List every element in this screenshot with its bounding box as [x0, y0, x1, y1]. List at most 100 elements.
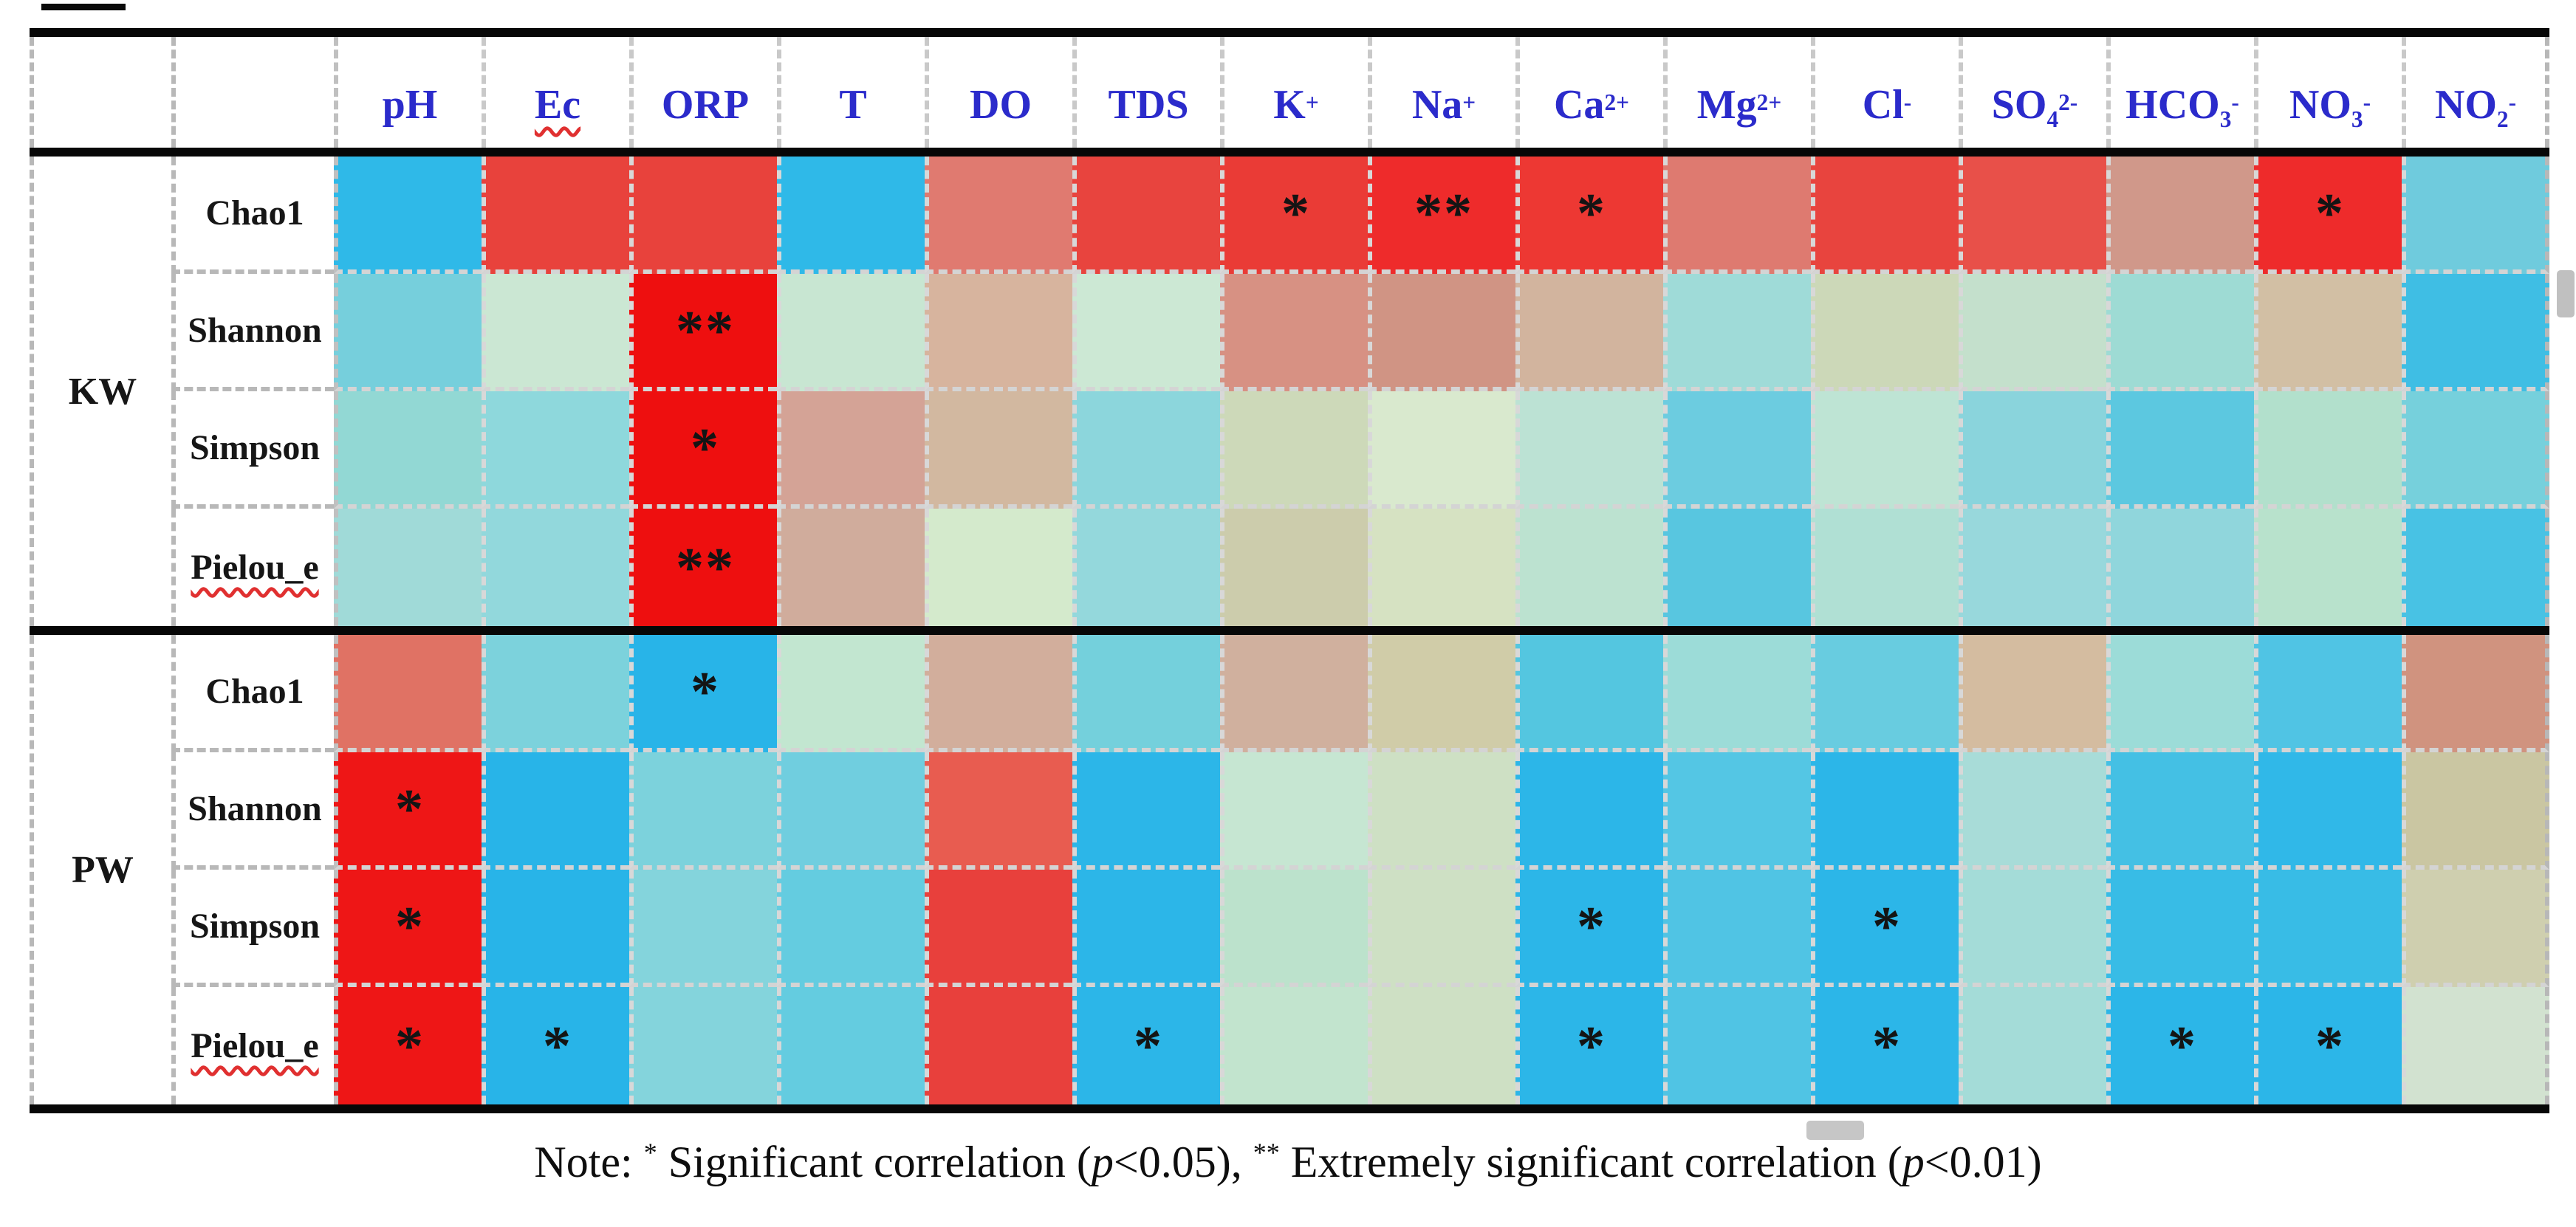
- heatmap-cell-kw-shannon-do: [925, 274, 1072, 391]
- heatmap-table: pH Ec ORP T DO TDS K + Na + Ca 2+ Mg 2+ Cl - SO 4 2- HCO 3- N…: [30, 28, 2549, 1113]
- heatmap-cell-pw-shannon-tds: [1072, 752, 1220, 870]
- significance-marker: *: [1134, 1014, 1163, 1077]
- heatmap-cell-kw-pielou-e-mg: [1663, 509, 1811, 626]
- heatmap-cell-kw-chao1-hco3: [2106, 157, 2254, 274]
- heatmap-cell-kw-simpson-no3: [2254, 391, 2402, 509]
- significance-marker: *: [2315, 182, 2345, 244]
- note-text: Note:: [534, 1138, 644, 1186]
- heatmap-cell-pw-chao1-t: [777, 635, 925, 752]
- heatmap-cell-pw-pielou-e-mg: [1663, 987, 1811, 1104]
- row-label-text: Simpson: [189, 428, 321, 467]
- significance-marker: **: [1414, 182, 1473, 244]
- heatmap-cell-pw-chao1-hco3: [2106, 635, 2254, 752]
- column-header-label: SO: [1991, 82, 2047, 128]
- heatmap-cell-pw-simpson-k: [1220, 870, 1368, 987]
- heatmap-cell-pw-simpson-mg: [1663, 870, 1811, 987]
- heatmap-cell-kw-pielou-e-no3: [2254, 509, 2402, 626]
- heatmap-cell-pw-shannon-no2: [2402, 752, 2549, 870]
- heatmap-cell-kw-chao1-no3: *: [2254, 157, 2402, 274]
- heatmap-cell-kw-shannon-no3: [2254, 274, 2402, 391]
- heatmap-cell-kw-simpson-no2: [2402, 391, 2549, 509]
- heatmap-cell-pw-chao1-ph: [334, 635, 482, 752]
- heatmap-cell-pw-pielou-e-so4: [1959, 987, 2106, 1104]
- row-label-kw-shannon: Shannon: [171, 274, 334, 391]
- column-header-label: Na: [1411, 82, 1463, 128]
- significance-marker: *: [1281, 182, 1311, 244]
- heatmap-cell-kw-pielou-e-t: [777, 509, 925, 626]
- header-separator-line: [30, 148, 2549, 157]
- heatmap-cell-pw-simpson-ph: *: [334, 870, 482, 987]
- heatmap-cell-pw-chao1-no3: [2254, 635, 2402, 752]
- row-label-kw-chao1: Chao1: [171, 157, 334, 274]
- heatmap-cell-kw-simpson-na: [1368, 391, 1515, 509]
- heatmap-cell-kw-pielou-e-orp: **: [629, 509, 777, 626]
- column-header-no2: NO 2-: [2402, 37, 2549, 148]
- column-header-k: K +: [1220, 37, 1368, 148]
- heatmap-cell-pw-pielou-e-tds: *: [1072, 987, 1220, 1104]
- heatmap-cell-pw-simpson-hco3: [2106, 870, 2254, 987]
- heatmap-cell-pw-chao1-so4: [1959, 635, 2106, 752]
- column-header-label: ORP: [661, 82, 750, 128]
- heatmap-cell-pw-shannon-ca: [1515, 752, 1663, 870]
- significance-marker: *: [1577, 895, 1606, 958]
- column-header-label: Ec: [534, 82, 581, 128]
- heatmap-cell-pw-shannon-ec: [482, 752, 629, 870]
- heatmap-cell-pw-chao1-tds: [1072, 635, 1220, 752]
- heatmap-cell-kw-simpson-cl: [1811, 391, 1959, 509]
- column-header-cl: Cl -: [1811, 37, 1959, 148]
- column-header-ph: pH: [334, 37, 482, 148]
- note-superscript: **: [1253, 1138, 1280, 1167]
- heatmap-cell-kw-pielou-e-na: [1368, 509, 1515, 626]
- heatmap-cell-pw-chao1-no2: [2402, 635, 2549, 752]
- vertical-scrollbar-thumb[interactable]: [2557, 270, 2575, 317]
- heatmap-cell-kw-shannon-na: [1368, 274, 1515, 391]
- row-label-pw-shannon: Shannon: [171, 752, 334, 870]
- heatmap-cell-pw-simpson-ec: [482, 870, 629, 987]
- heatmap-cell-pw-pielou-e-t: [777, 987, 925, 1104]
- heatmap-cell-kw-shannon-so4: [1959, 274, 2106, 391]
- column-header-tds: TDS: [1072, 37, 1220, 148]
- heatmap-cell-pw-shannon-k: [1220, 752, 1368, 870]
- column-header-label: T: [839, 82, 867, 128]
- row-label-pw-chao1: Chao1: [171, 635, 334, 752]
- row-label-text: Shannon: [188, 789, 322, 828]
- group-separator-line: [30, 626, 2549, 635]
- row-label-text: Shannon: [188, 311, 322, 350]
- significance-marker: *: [1872, 895, 1902, 958]
- heatmap-cell-pw-pielou-e-hco3: *: [2106, 987, 2254, 1104]
- heatmap-cell-pw-pielou-e-ca: *: [1515, 987, 1663, 1104]
- significance-marker: *: [691, 660, 720, 723]
- heatmap-cell-kw-pielou-e-k: [1220, 509, 1368, 626]
- heatmap-cell-pw-shannon-hco3: [2106, 752, 2254, 870]
- note-text: <0.01): [1924, 1138, 2042, 1186]
- significance-marker: *: [543, 1014, 572, 1077]
- heatmap-cell-pw-pielou-e-orp: [629, 987, 777, 1104]
- column-header-label: NO: [2289, 82, 2351, 128]
- column-header-t: T: [777, 37, 925, 148]
- heatmap-cell-pw-shannon-no3: [2254, 752, 2402, 870]
- heatmap-cell-pw-shannon-ph: *: [334, 752, 482, 870]
- row-label-text: Chao1: [205, 672, 304, 711]
- significance-marker: *: [395, 777, 425, 840]
- heatmap-cell-kw-pielou-e-no2: [2402, 509, 2549, 626]
- column-header-label: NO: [2434, 82, 2497, 128]
- heatmap-cell-kw-shannon-cl: [1811, 274, 1959, 391]
- heatmap-cell-pw-simpson-orp: [629, 870, 777, 987]
- column-header-hco3: HCO 3-: [2106, 37, 2254, 148]
- heatmap-cell-kw-simpson-orp: *: [629, 391, 777, 509]
- note-superscript: *: [643, 1138, 657, 1167]
- heatmap-cell-pw-chao1-k: [1220, 635, 1368, 752]
- heatmap-cell-pw-pielou-e-no2: [2402, 987, 2549, 1104]
- heatmap-cell-pw-simpson-ca: *: [1515, 870, 1663, 987]
- heatmap-cell-kw-simpson-ca: [1515, 391, 1663, 509]
- column-header-mg: Mg 2+: [1663, 37, 1811, 148]
- horizontal-scrollbar-thumb[interactable]: [1806, 1121, 1864, 1140]
- heatmap-cell-kw-chao1-no2: [2402, 157, 2549, 274]
- row-label-text: Pielou_e: [191, 1026, 319, 1065]
- column-header-label: Mg: [1696, 82, 1757, 128]
- heatmap-cell-pw-shannon-so4: [1959, 752, 2106, 870]
- heatmap-cell-kw-shannon-tds: [1072, 274, 1220, 391]
- row-label-pw-pielou-e: Pielou_e: [171, 987, 334, 1104]
- heatmap-cell-pw-simpson-tds: [1072, 870, 1220, 987]
- heatmap-cell-kw-shannon-orp: **: [629, 274, 777, 391]
